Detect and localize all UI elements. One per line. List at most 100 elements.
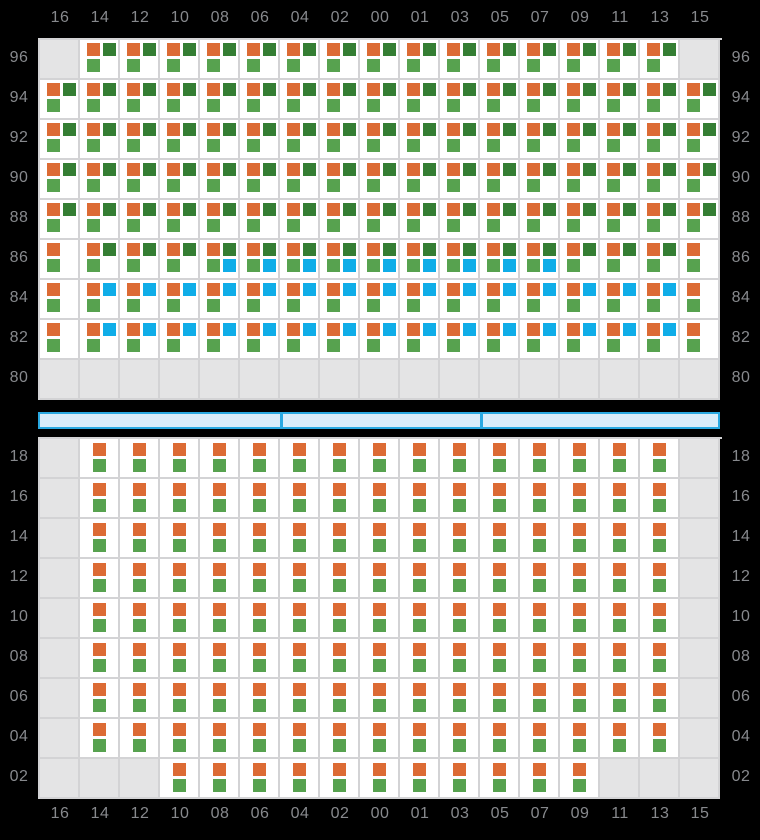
- bay-cell[interactable]: [80, 200, 120, 240]
- bay-cell[interactable]: [400, 40, 440, 80]
- bay-cell[interactable]: [560, 759, 600, 799]
- bay-cell[interactable]: [440, 759, 480, 799]
- bay-cell[interactable]: [160, 479, 200, 519]
- bay-cell[interactable]: [440, 479, 480, 519]
- bay-cell[interactable]: [520, 759, 560, 799]
- hatch-cover-segment[interactable]: [280, 414, 480, 427]
- bay-cell[interactable]: [120, 719, 160, 759]
- bay-cell[interactable]: [480, 120, 520, 160]
- bay-cell[interactable]: [480, 200, 520, 240]
- bay-cell[interactable]: [160, 599, 200, 639]
- bay-cell[interactable]: [360, 160, 400, 200]
- bay-cell[interactable]: [440, 320, 480, 360]
- bay-cell[interactable]: [120, 40, 160, 80]
- bay-cell[interactable]: [400, 519, 440, 559]
- bay-cell[interactable]: [200, 479, 240, 519]
- bay-cell[interactable]: [400, 439, 440, 479]
- bay-cell[interactable]: [480, 559, 520, 599]
- bay-cell[interactable]: [640, 80, 680, 120]
- bay-cell[interactable]: [520, 320, 560, 360]
- bay-cell[interactable]: [400, 120, 440, 160]
- bay-cell[interactable]: [440, 120, 480, 160]
- bay-cell[interactable]: [400, 160, 440, 200]
- bay-cell[interactable]: [480, 719, 520, 759]
- bay-cell[interactable]: [80, 240, 120, 280]
- bay-cell[interactable]: [160, 200, 200, 240]
- bay-cell[interactable]: [200, 439, 240, 479]
- bay-cell[interactable]: [440, 719, 480, 759]
- bay-cell[interactable]: [320, 439, 360, 479]
- bay-cell[interactable]: [480, 519, 520, 559]
- bay-cell[interactable]: [360, 320, 400, 360]
- bay-cell[interactable]: [640, 519, 680, 559]
- bay-cell[interactable]: [400, 599, 440, 639]
- bay-cell[interactable]: [560, 639, 600, 679]
- bay-cell[interactable]: [400, 479, 440, 519]
- bay-cell[interactable]: [520, 80, 560, 120]
- bay-cell[interactable]: [360, 759, 400, 799]
- bay-cell[interactable]: [400, 759, 440, 799]
- bay-cell[interactable]: [240, 759, 280, 799]
- bay-cell[interactable]: [400, 679, 440, 719]
- bay-cell[interactable]: [240, 240, 280, 280]
- bay-cell[interactable]: [280, 80, 320, 120]
- bay-cell[interactable]: [600, 599, 640, 639]
- bay-cell[interactable]: [240, 160, 280, 200]
- bay-cell[interactable]: [120, 280, 160, 320]
- bay-cell[interactable]: [520, 599, 560, 639]
- bay-cell[interactable]: [400, 200, 440, 240]
- bay-cell[interactable]: [640, 160, 680, 200]
- bay-cell[interactable]: [280, 120, 320, 160]
- bay-cell[interactable]: [80, 679, 120, 719]
- bay-cell[interactable]: [160, 280, 200, 320]
- bay-cell[interactable]: [560, 240, 600, 280]
- bay-cell[interactable]: [280, 719, 320, 759]
- bay-cell[interactable]: [160, 439, 200, 479]
- bay-cell[interactable]: [200, 320, 240, 360]
- bay-cell[interactable]: [160, 320, 200, 360]
- bay-cell[interactable]: [280, 240, 320, 280]
- bay-cell[interactable]: [320, 599, 360, 639]
- bay-cell[interactable]: [600, 280, 640, 320]
- bay-cell[interactable]: [360, 719, 400, 759]
- bay-cell[interactable]: [320, 719, 360, 759]
- bay-cell[interactable]: [160, 559, 200, 599]
- bay-cell[interactable]: [200, 120, 240, 160]
- bay-cell[interactable]: [400, 639, 440, 679]
- bay-cell[interactable]: [440, 679, 480, 719]
- bay-cell[interactable]: [320, 80, 360, 120]
- bay-cell[interactable]: [360, 280, 400, 320]
- bay-cell[interactable]: [80, 479, 120, 519]
- bay-cell[interactable]: [280, 320, 320, 360]
- bay-cell[interactable]: [80, 40, 120, 80]
- bay-cell[interactable]: [600, 120, 640, 160]
- bay-cell[interactable]: [280, 479, 320, 519]
- bay-cell[interactable]: [640, 240, 680, 280]
- bay-cell[interactable]: [80, 160, 120, 200]
- bay-cell[interactable]: [80, 320, 120, 360]
- bay-cell[interactable]: [560, 719, 600, 759]
- bay-cell[interactable]: [600, 160, 640, 200]
- bay-cell[interactable]: [440, 559, 480, 599]
- bay-cell[interactable]: [600, 200, 640, 240]
- bay-cell[interactable]: [240, 320, 280, 360]
- bay-cell[interactable]: [640, 639, 680, 679]
- bay-cell[interactable]: [360, 240, 400, 280]
- bay-cell[interactable]: [440, 160, 480, 200]
- bay-cell[interactable]: [520, 559, 560, 599]
- bay-cell[interactable]: [600, 519, 640, 559]
- bay-cell[interactable]: [400, 280, 440, 320]
- bay-cell[interactable]: [320, 120, 360, 160]
- bay-cell[interactable]: [640, 200, 680, 240]
- bay-cell[interactable]: [680, 320, 720, 360]
- bay-cell[interactable]: [240, 439, 280, 479]
- bay-cell[interactable]: [520, 719, 560, 759]
- bay-cell[interactable]: [80, 599, 120, 639]
- bay-cell[interactable]: [480, 320, 520, 360]
- bay-cell[interactable]: [200, 280, 240, 320]
- bay-cell[interactable]: [240, 479, 280, 519]
- bay-cell[interactable]: [680, 120, 720, 160]
- bay-cell[interactable]: [240, 280, 280, 320]
- bay-cell[interactable]: [160, 719, 200, 759]
- bay-cell[interactable]: [680, 160, 720, 200]
